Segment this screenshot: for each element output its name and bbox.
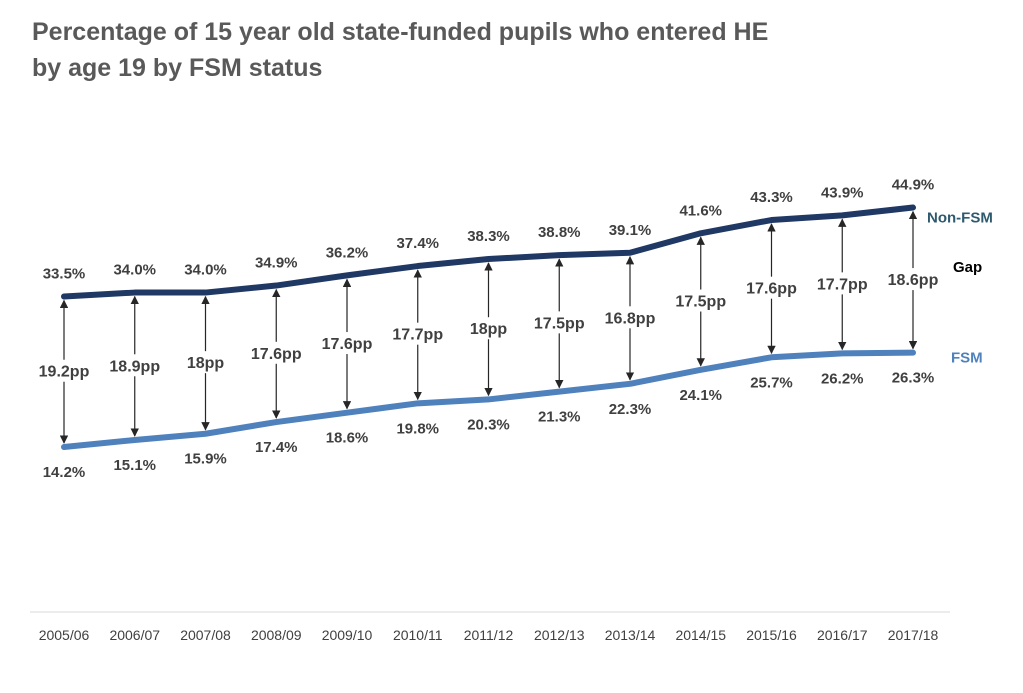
- data-label-non-fsm: 43.9%: [821, 184, 864, 201]
- data-label-fsm: 17.4%: [255, 439, 298, 456]
- gap-label-background: [600, 306, 660, 329]
- gap-label: 16.8pp: [605, 310, 656, 327]
- data-label-fsm: 20.3%: [467, 416, 510, 433]
- gap-label: 17.6pp: [746, 281, 797, 298]
- data-label-fsm: 22.3%: [609, 401, 652, 418]
- data-label-non-fsm: 37.4%: [396, 235, 439, 252]
- data-label-non-fsm: 34.0%: [113, 262, 156, 279]
- x-tick-label: 2007/08: [180, 627, 231, 643]
- data-label-non-fsm: 38.8%: [538, 224, 581, 241]
- x-tick-label: 2008/09: [251, 627, 302, 643]
- data-label-fsm: 15.1%: [113, 457, 156, 474]
- x-tick-label: 2012/13: [534, 627, 585, 643]
- chart-title-line-1: Percentage of 15 year old state-funded p…: [32, 18, 769, 46]
- gap-label-background: [529, 311, 590, 334]
- data-label-fsm: 25.7%: [750, 374, 793, 391]
- series-label-non-fsm: Non-FSM: [927, 210, 993, 227]
- x-tick-label: 2011/12: [464, 627, 514, 643]
- data-label-fsm: 21.3%: [538, 409, 581, 426]
- gap-label-background: [741, 276, 802, 299]
- x-tick-label: 2016/17: [817, 627, 868, 643]
- gap-label-background: [246, 341, 307, 364]
- data-label-non-fsm: 34.0%: [184, 262, 227, 279]
- data-label-fsm: 24.1%: [679, 387, 722, 404]
- gap-label-background: [812, 272, 873, 295]
- gap-label-background: [184, 351, 227, 374]
- gap-label: 18pp: [187, 355, 225, 372]
- data-label-non-fsm: 43.3%: [750, 189, 793, 206]
- gap-label: 17.6pp: [251, 346, 302, 363]
- data-label-non-fsm: 39.1%: [609, 222, 652, 239]
- data-label-non-fsm: 36.2%: [326, 244, 369, 261]
- data-label-non-fsm: 33.5%: [43, 265, 86, 282]
- chart-title: Percentage of 15 year old state-funded p…: [32, 14, 932, 86]
- gap-label-background: [883, 268, 943, 291]
- series-label-fsm: FSM: [951, 350, 983, 367]
- gap-label: 19.2pp: [39, 364, 90, 381]
- x-tick-label: 2014/15: [675, 627, 726, 643]
- series-line-fsm: [61, 349, 916, 450]
- gap-label-background: [467, 317, 510, 340]
- gap-label: 17.7pp: [392, 327, 443, 344]
- x-tick-label: 2013/14: [605, 627, 656, 643]
- gap-label: 18pp: [470, 321, 508, 338]
- series-label-gap: Gap: [953, 259, 982, 276]
- data-label-fsm: 19.8%: [396, 420, 439, 437]
- data-label-fsm: 14.2%: [43, 464, 86, 481]
- x-tick-label: 2006/07: [109, 627, 160, 643]
- gap-label-background: [387, 322, 448, 345]
- data-label-non-fsm: 41.6%: [679, 202, 722, 219]
- x-tick-label: 2017/18: [888, 627, 939, 643]
- chart-title-line-2: by age 19 by FSM status: [32, 54, 323, 82]
- gap-label: 17.5pp: [534, 315, 585, 332]
- data-label-fsm: 26.2%: [821, 370, 864, 387]
- x-tick-label: 2009/10: [322, 627, 373, 643]
- data-label-fsm: 15.9%: [184, 451, 227, 468]
- data-label-non-fsm: 34.9%: [255, 255, 298, 272]
- gap-label-background: [34, 359, 94, 382]
- data-label-non-fsm: 38.3%: [467, 228, 510, 245]
- gap-label-background: [670, 289, 731, 312]
- data-label-fsm: 26.3%: [892, 370, 935, 387]
- gap-label: 17.6pp: [322, 336, 373, 353]
- series-line-non-fsm: [61, 204, 916, 300]
- gap-label-background: [317, 332, 377, 355]
- data-label-fsm: 18.6%: [326, 430, 369, 447]
- x-tick-label: 2005/06: [39, 627, 90, 643]
- gap-label: 17.5pp: [675, 294, 726, 311]
- gap-label-background: [104, 354, 165, 377]
- gap-label: 18.9pp: [109, 358, 160, 375]
- x-tick-label: 2010/11: [393, 627, 443, 643]
- gap-label: 17.7pp: [817, 276, 868, 293]
- gap-label: 18.6pp: [888, 272, 939, 289]
- data-label-non-fsm: 44.9%: [892, 177, 935, 194]
- x-tick-label: 2015/16: [746, 627, 797, 643]
